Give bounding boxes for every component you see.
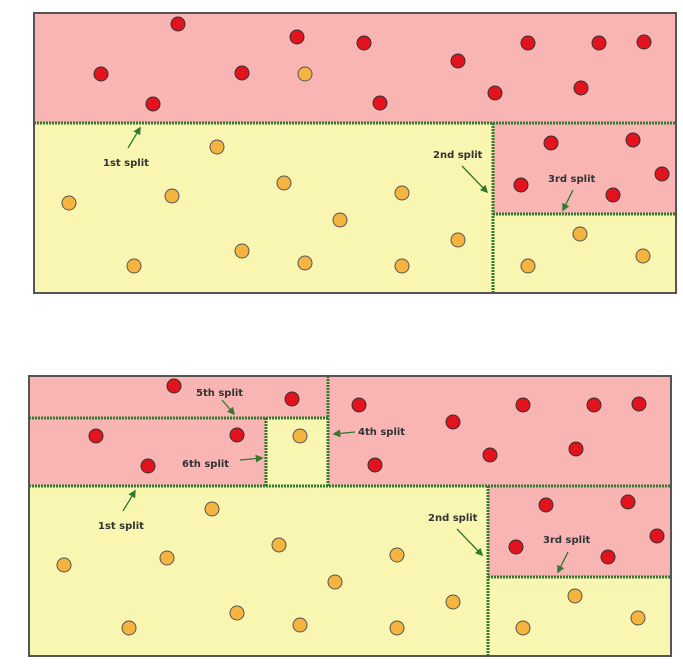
red-point <box>543 135 559 151</box>
orange-point <box>332 212 348 228</box>
red-point <box>356 35 372 51</box>
red-point <box>586 397 602 413</box>
red-point <box>636 34 652 50</box>
orange-point <box>56 557 72 573</box>
orange-point <box>271 537 287 553</box>
orange-point <box>635 248 651 264</box>
points-group <box>56 378 665 636</box>
red-point <box>170 16 186 32</box>
orange-point <box>204 501 220 517</box>
red-point <box>367 457 383 473</box>
red-point <box>573 80 589 96</box>
red-point <box>508 539 524 555</box>
split3-arrow <box>557 551 569 574</box>
orange-point <box>389 547 405 563</box>
region-mid-left-red <box>29 418 266 486</box>
red-point <box>284 391 300 407</box>
split4-label: 4th split <box>358 427 405 438</box>
orange-point <box>234 243 250 259</box>
orange-point <box>394 258 410 274</box>
orange-point <box>229 605 245 621</box>
orange-point <box>292 428 308 444</box>
red-point <box>487 85 503 101</box>
red-point <box>234 65 250 81</box>
orange-point <box>159 550 175 566</box>
red-point <box>145 96 161 112</box>
red-point <box>625 132 641 148</box>
red-point <box>605 187 621 203</box>
split1-label: 1st split <box>98 521 144 532</box>
orange-point <box>164 188 180 204</box>
split3-label: 3rd split <box>543 535 590 546</box>
red-point <box>351 397 367 413</box>
split1-arrow <box>127 126 141 149</box>
orange-point <box>445 594 461 610</box>
region-mid-yellow-box <box>266 418 328 486</box>
split3-arrow <box>562 189 574 212</box>
orange-point <box>572 226 588 242</box>
orange-point <box>567 588 583 604</box>
region-top-right-red <box>328 376 671 486</box>
split1-arrow <box>122 489 136 512</box>
split2-arrow <box>461 165 489 194</box>
orange-point <box>121 620 137 636</box>
red-point <box>93 66 109 82</box>
split3-label: 3rd split <box>548 174 595 185</box>
split4-arrow <box>332 429 356 438</box>
region-right-red <box>493 123 676 214</box>
red-point <box>140 458 156 474</box>
split5-arrow <box>221 399 236 416</box>
red-point <box>654 166 670 182</box>
region-top-red <box>34 13 676 123</box>
split6-label: 6th split <box>182 459 229 470</box>
red-point <box>515 397 531 413</box>
split2-arrow <box>456 528 484 557</box>
orange-point <box>297 255 313 271</box>
red-point <box>600 549 616 565</box>
red-point <box>513 177 529 193</box>
region-bottom-left-yellow <box>34 123 493 293</box>
split2-label: 2nd split <box>428 513 478 524</box>
points-group <box>61 16 670 274</box>
red-point <box>372 95 388 111</box>
region-right-red <box>488 486 671 577</box>
split2-label: 2nd split <box>433 150 483 161</box>
red-point <box>450 53 466 69</box>
orange-point <box>450 232 466 248</box>
red-point <box>166 378 182 394</box>
orange-point <box>276 175 292 191</box>
region-bottom-left-yellow <box>29 486 488 656</box>
orange-point <box>520 258 536 274</box>
red-point <box>631 396 647 412</box>
diagram-border <box>33 12 677 294</box>
orange-point <box>209 139 225 155</box>
diagram-bottom: 1st split 2nd split 3rd split 4th split … <box>28 375 672 657</box>
orange-point <box>389 620 405 636</box>
red-point <box>289 29 305 45</box>
orange-point <box>297 66 313 82</box>
split6-arrow <box>239 454 264 463</box>
red-point <box>520 35 536 51</box>
split1-label: 1st split <box>103 158 149 169</box>
orange-point <box>394 185 410 201</box>
red-point <box>538 497 554 513</box>
diagram-top: 1st split 2nd split 3rd split <box>33 12 677 294</box>
red-point <box>482 447 498 463</box>
red-point <box>445 414 461 430</box>
red-point <box>568 441 584 457</box>
orange-point <box>630 610 646 626</box>
red-point <box>88 428 104 444</box>
orange-point <box>292 617 308 633</box>
diagram-border <box>28 375 672 657</box>
orange-point <box>61 195 77 211</box>
orange-point <box>515 620 531 636</box>
red-point <box>591 35 607 51</box>
red-point <box>620 494 636 510</box>
split5-label: 5th split <box>196 388 243 399</box>
red-point <box>229 427 245 443</box>
orange-point <box>327 574 343 590</box>
red-point <box>649 528 665 544</box>
orange-point <box>126 258 142 274</box>
